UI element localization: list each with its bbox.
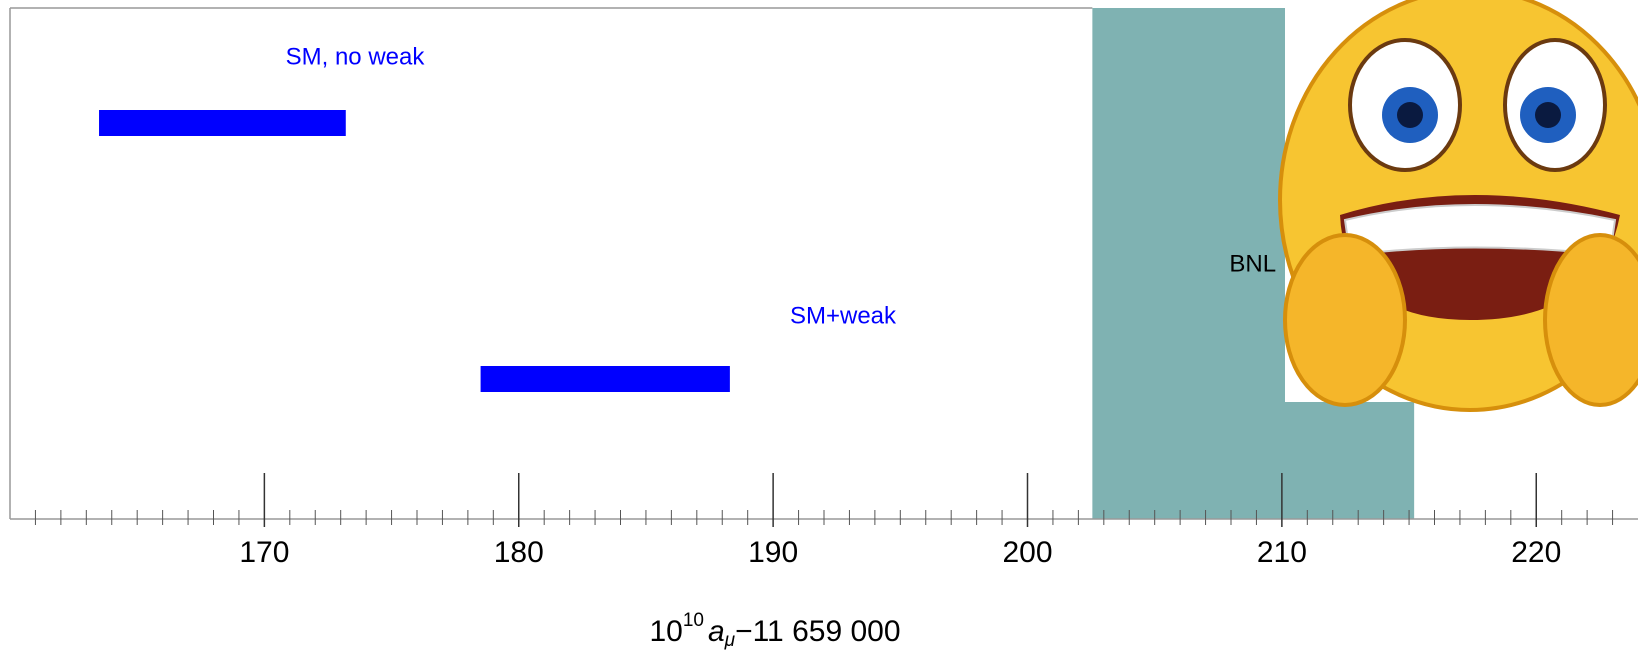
x-label-symbol: a <box>708 615 725 648</box>
series-label: SM+weak <box>790 302 897 329</box>
x-tick-label: 180 <box>494 536 544 569</box>
x-tick-label: 220 <box>1511 536 1561 569</box>
range-bar <box>99 110 346 136</box>
emoji-hand <box>1543 233 1638 407</box>
x-axis-label: 1010 aμ−11 659 000 <box>649 610 900 651</box>
range-bar <box>480 366 730 392</box>
x-label-base: 10 <box>649 615 682 648</box>
emoji-pupil-core <box>1397 102 1423 128</box>
x-tick-label: 200 <box>1002 536 1052 569</box>
x-tick-label: 170 <box>239 536 289 569</box>
series-label: SM, no weak <box>286 43 426 70</box>
x-label-exponent: 10 <box>683 610 704 631</box>
emoji-overlay <box>1278 0 1638 412</box>
band-label: BNL <box>1229 250 1276 277</box>
x-tick-label: 210 <box>1257 536 1307 569</box>
x-label-rest: −11 659 000 <box>735 615 900 648</box>
x-label-subscript: μ <box>724 630 736 651</box>
emoji-hand <box>1283 233 1407 407</box>
x-tick-label: 190 <box>748 536 798 569</box>
emoji-pupil-core <box>1535 102 1561 128</box>
